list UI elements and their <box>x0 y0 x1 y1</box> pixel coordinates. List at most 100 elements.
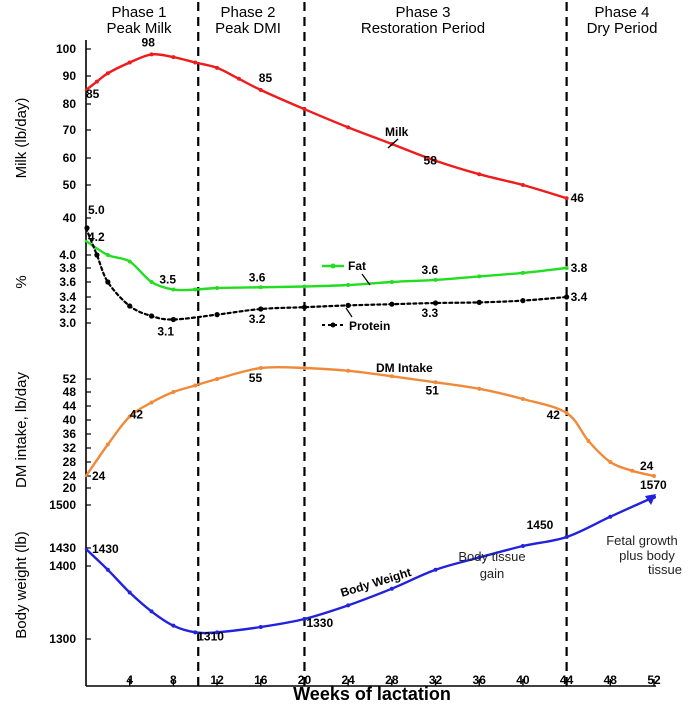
data-label: 51 <box>426 383 440 397</box>
phase-subtitle: Dry Period <box>587 20 658 37</box>
fat-series-label: Fat <box>348 259 366 273</box>
phase-subtitle: Peak Milk <box>106 20 172 37</box>
data-point <box>105 71 110 76</box>
y-tick-label: 50 <box>63 178 77 192</box>
y-tick-label: 3.0 <box>59 316 76 330</box>
data-label: 85 <box>259 71 273 85</box>
data-point <box>94 79 99 84</box>
data-point <box>171 623 176 628</box>
y-tick-label: 90 <box>63 69 77 83</box>
protein-start-marker <box>84 225 90 231</box>
data-point <box>105 442 110 447</box>
x-tick-label: 48 <box>604 673 618 687</box>
bw-arrowhead <box>645 494 656 505</box>
y-tick-label: 3.8 <box>59 261 76 275</box>
fat-legend-marker <box>330 263 336 269</box>
x-tick-label: 32 <box>429 673 443 687</box>
x-tick-label: 12 <box>210 673 224 687</box>
data-label: 3.1 <box>157 325 174 339</box>
data-point <box>477 555 482 560</box>
data-label: 5.0 <box>88 203 105 217</box>
phase-subtitle: Restoration Period <box>361 20 485 37</box>
phase-title: Phase 1 <box>111 4 166 21</box>
y-tick-label: 32 <box>63 441 77 455</box>
data-point <box>346 125 351 130</box>
fetal-line3: tissue <box>648 562 682 577</box>
data-point <box>215 377 220 381</box>
phase-dividers <box>197 2 568 686</box>
data-point <box>432 300 439 306</box>
y-tick-label: 60 <box>63 151 77 165</box>
y-tick-label: 1300 <box>49 632 76 646</box>
series-body-weight <box>84 495 656 635</box>
data-label: 55 <box>249 371 263 385</box>
y-tick-label: 40 <box>63 413 77 427</box>
data-point <box>258 285 263 290</box>
data-point <box>433 567 438 572</box>
data-point <box>149 609 154 614</box>
data-label: 3.4 <box>571 290 588 304</box>
data-point <box>586 439 591 443</box>
data-point <box>258 366 263 370</box>
data-label: 1450 <box>527 518 554 532</box>
data-point <box>302 284 307 289</box>
y-tick-label: 70 <box>63 123 77 137</box>
x-tick-label: 24 <box>341 673 355 687</box>
data-point <box>520 270 525 275</box>
y-tick-label: 3.6 <box>59 275 76 289</box>
data-point <box>520 397 525 401</box>
data-point <box>477 274 482 279</box>
composition-y-axis-title: % <box>13 275 30 288</box>
body-tissue-line2: gain <box>480 566 505 581</box>
data-point <box>171 287 176 292</box>
data-label: 3.8 <box>571 261 588 275</box>
fetal-line2: plus body <box>619 548 675 563</box>
fat-leader <box>361 273 371 286</box>
data-point <box>630 468 635 473</box>
x-tick-label: 16 <box>254 673 268 687</box>
data-point <box>105 279 111 285</box>
phase-subtitle: Peak DMI <box>215 20 281 37</box>
data-point <box>433 158 438 163</box>
y-tick-label: 4.0 <box>59 248 76 262</box>
y-tick-label: 1430 <box>49 541 76 555</box>
x-tick-label: 8 <box>170 673 177 687</box>
data-point <box>564 266 569 270</box>
data-label: 58 <box>424 154 438 168</box>
data-point <box>433 380 438 385</box>
data-label: 1310 <box>197 629 224 643</box>
phase-title: Phase 3 <box>395 4 450 21</box>
data-point <box>520 544 525 548</box>
data-point <box>520 183 525 187</box>
data-label: 42 <box>547 408 561 422</box>
data-point <box>105 253 110 257</box>
data-point <box>476 299 482 305</box>
y-tick-label: 1400 <box>49 559 76 573</box>
data-point <box>193 630 198 635</box>
data-point <box>127 414 132 419</box>
y-tick-label: 80 <box>63 97 77 111</box>
data-labels: 85 98 85 58 46 4.2 3.5 3.6 3.6 3.8 5.0 3.1 3.2 3.3 3.4… <box>86 35 667 643</box>
data-point <box>520 298 526 304</box>
milk-leader <box>387 138 399 149</box>
y-tick-label: 40 <box>63 211 77 225</box>
y-tick-label: 3.2 <box>59 302 76 316</box>
data-point <box>477 172 482 177</box>
protein-legend-marker <box>330 322 336 328</box>
data-point <box>148 313 155 319</box>
data-point <box>302 617 307 621</box>
data-label: 24 <box>640 459 654 473</box>
data-point <box>258 88 263 92</box>
y-tick-label: 100 <box>56 42 76 56</box>
data-point <box>215 286 220 290</box>
dmi-y-axis-title: DM intake, lb/day <box>13 372 30 488</box>
data-point <box>652 474 656 478</box>
data-label: 24 <box>92 469 106 483</box>
data-point <box>127 259 132 264</box>
data-point <box>346 283 351 287</box>
data-point <box>389 374 394 379</box>
data-point <box>258 306 264 312</box>
